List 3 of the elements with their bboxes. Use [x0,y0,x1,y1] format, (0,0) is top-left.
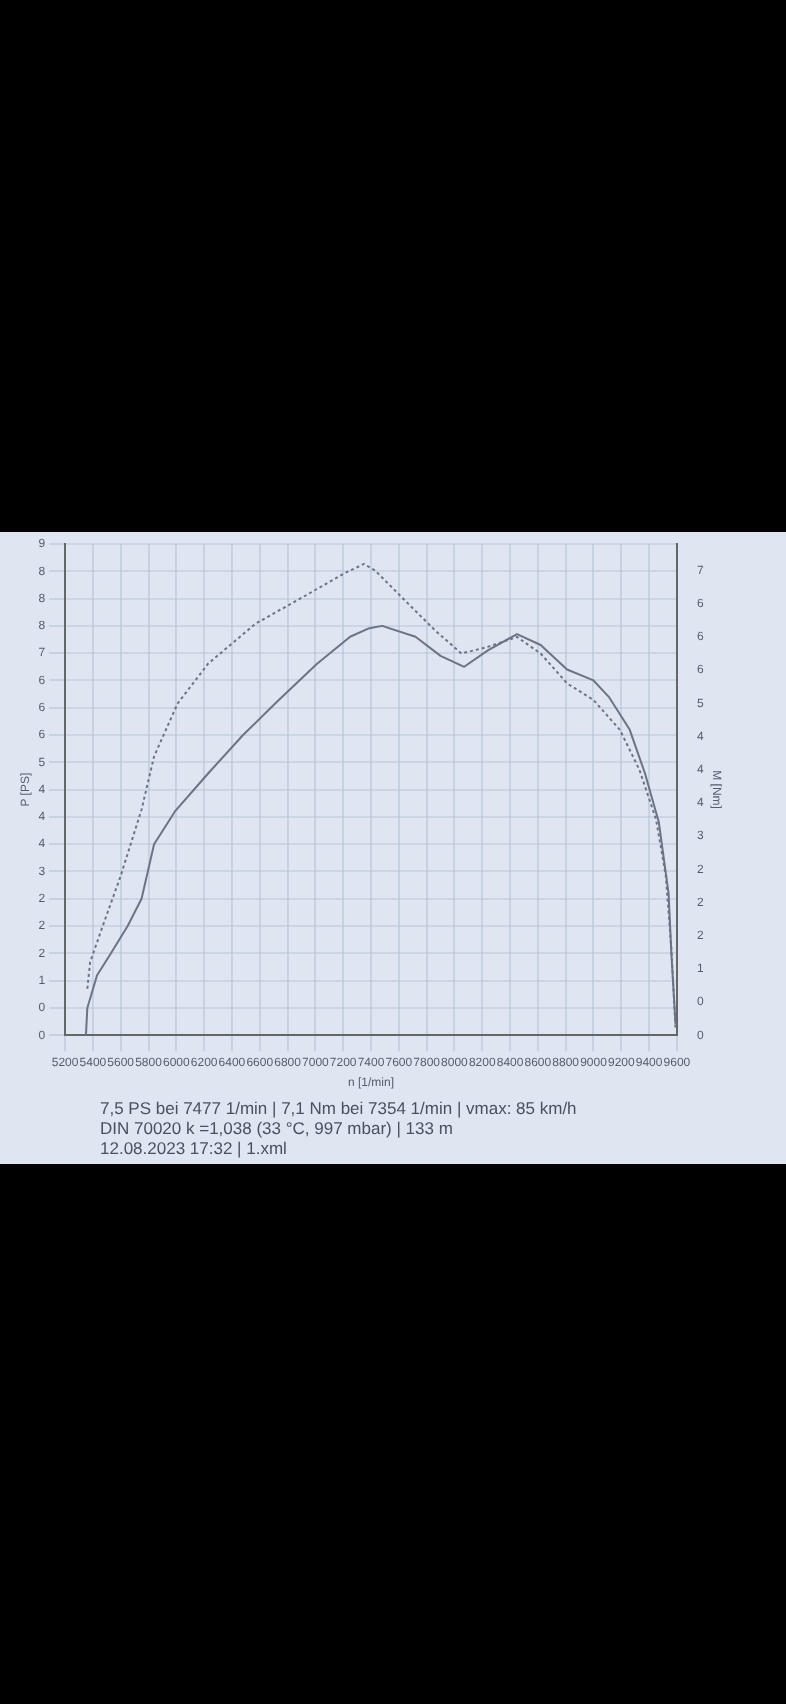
text: 12.08.2023 17:32 | 1.xml [100,1138,289,1158]
text: 7,5 PS bei 7477 1/min | 7,1 Nm bei 7354 1/min | vmax: 85 km/h [100,1098,577,1118]
text: DIN 70020 k =1,038 (33 °C, 997 mbar) | 133 m [100,1118,455,1138]
